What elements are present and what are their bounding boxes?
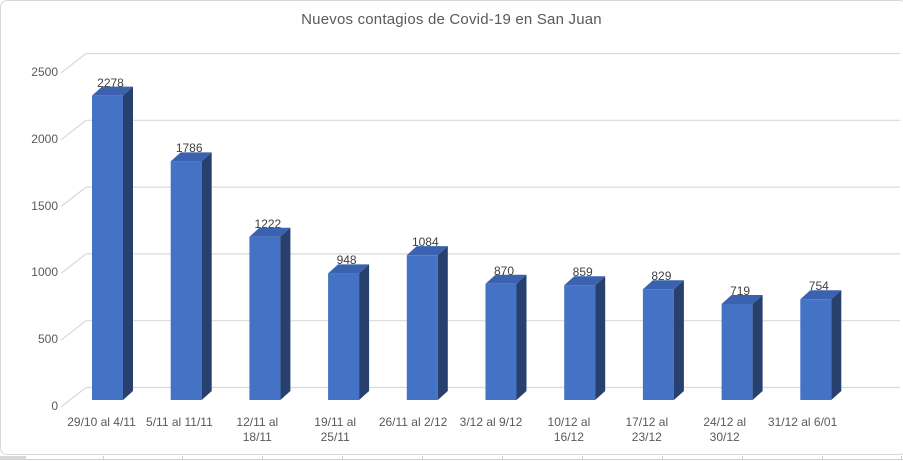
x-axis-category-label: 17/12 al 23/12 bbox=[625, 415, 669, 444]
bar-series-point[interactable] bbox=[800, 290, 842, 400]
bar-top-face bbox=[406, 246, 448, 256]
gridline-depth-connector bbox=[60, 320, 87, 341]
bar-front-face bbox=[642, 289, 674, 400]
bar-data-label: 719 bbox=[730, 283, 751, 298]
bar-side-face bbox=[201, 152, 212, 400]
bar-top-face bbox=[642, 280, 684, 290]
bar-side-face bbox=[280, 227, 291, 400]
worksheet-gridline-vertical bbox=[25, 456, 26, 460]
bar-front-face bbox=[721, 303, 753, 400]
bar-side-face bbox=[516, 274, 527, 400]
gridline-depth-connector bbox=[60, 119, 87, 141]
bar-side-face bbox=[831, 290, 842, 400]
y-axis-tick-label: 2500 bbox=[31, 65, 58, 79]
x-axis-category-label: 19/11 al 25/11 bbox=[314, 415, 357, 444]
bar-side-face bbox=[752, 294, 763, 400]
worksheet-gridline-vertical bbox=[103, 456, 104, 460]
bar-data-label: 948 bbox=[336, 253, 357, 268]
bar-data-label: 1786 bbox=[175, 141, 203, 156]
bar-series-point[interactable] bbox=[92, 86, 133, 400]
bar-front-face bbox=[406, 255, 438, 400]
worksheet-gridline-vertical bbox=[182, 456, 183, 460]
worksheet-gridline-vertical bbox=[662, 456, 663, 460]
bar-side-face bbox=[123, 86, 133, 400]
chart-title[interactable]: Nuevos contagios de Covid-19 en San Juan bbox=[301, 11, 602, 28]
bar-side-face bbox=[673, 280, 684, 400]
worksheet-gridline-vertical bbox=[262, 456, 263, 460]
x-axis-category-label: 26/11 al 2/12 bbox=[378, 415, 448, 429]
bar-top-face bbox=[328, 264, 370, 274]
bar-top-face bbox=[721, 294, 763, 304]
y-axis-tick-label: 1000 bbox=[31, 265, 58, 280]
y-axis-tick-label: 500 bbox=[37, 332, 58, 347]
bar-data-label: 1222 bbox=[254, 216, 282, 231]
bar-front-face bbox=[564, 285, 596, 400]
bar-front-face bbox=[170, 161, 202, 400]
bar-series-point[interactable] bbox=[721, 294, 763, 400]
y-axis-tick-label: 2000 bbox=[31, 131, 58, 146]
x-axis-category-label: 24/12 al 30/12 bbox=[703, 415, 747, 444]
bar-data-label: 859 bbox=[572, 265, 593, 280]
worksheet-gridline-vertical bbox=[422, 456, 423, 460]
bar-top-face bbox=[564, 276, 606, 286]
bar-series-point[interactable] bbox=[328, 264, 370, 400]
bar-front-face bbox=[92, 95, 123, 400]
worksheet-gridline-vertical bbox=[822, 456, 823, 460]
x-axis-category-label: 31/12 al 6/01 bbox=[767, 415, 838, 429]
bar-data-label: 754 bbox=[808, 279, 829, 294]
worksheet-gridline-vertical bbox=[742, 456, 743, 460]
gridline-depth-connector bbox=[60, 53, 87, 74]
worksheet-gridline-horizontal bbox=[0, 459, 903, 460]
bar-series-point[interactable] bbox=[485, 274, 527, 400]
bar-front-face bbox=[328, 273, 360, 400]
bar-front-face bbox=[485, 283, 517, 400]
x-axis-category-label: 12/11 al 18/11 bbox=[236, 415, 279, 444]
worksheet-gridline-vertical bbox=[502, 456, 503, 460]
bar-series-point[interactable] bbox=[406, 246, 448, 400]
bar-data-label: 870 bbox=[493, 263, 515, 278]
bar-data-label: 2278 bbox=[97, 75, 124, 90]
bar-front-face bbox=[800, 299, 832, 400]
worksheet-gridline-vertical bbox=[582, 456, 583, 460]
bar-series-point[interactable] bbox=[249, 227, 291, 400]
bar-top-face bbox=[485, 274, 527, 284]
worksheet-shaded-cell bbox=[0, 456, 25, 460]
bar-top-face bbox=[92, 86, 133, 96]
bar-series-point[interactable] bbox=[642, 280, 684, 400]
bar-side-face bbox=[595, 276, 606, 400]
bar-series-point[interactable] bbox=[170, 152, 212, 400]
bar-top-face bbox=[800, 290, 842, 300]
x-axis-category-label: 3/12 al 9/12 bbox=[459, 415, 523, 429]
x-axis-category-label: 29/10 al 4/11 bbox=[67, 415, 136, 429]
bar-side-face bbox=[437, 246, 448, 400]
gridline-depth-connector bbox=[60, 253, 87, 274]
x-axis-category-label: 10/12 al 16/12 bbox=[547, 415, 591, 444]
gridline-depth-connector bbox=[60, 387, 87, 408]
bar-top-face bbox=[249, 227, 291, 237]
worksheet-gridline-vertical bbox=[342, 456, 343, 460]
bar-front-face bbox=[249, 236, 281, 400]
gridline-depth-connector bbox=[60, 186, 87, 208]
bar-side-face bbox=[359, 264, 370, 400]
bar-series-point[interactable] bbox=[564, 276, 606, 400]
worksheet-gridline-vertical bbox=[901, 456, 902, 460]
x-axis-category-label: 5/11 al 11/11 bbox=[146, 415, 213, 429]
bar-data-label: 829 bbox=[651, 269, 672, 284]
y-axis-tick-label: 1500 bbox=[31, 198, 58, 213]
y-axis-tick-label: 0 bbox=[51, 399, 58, 413]
bar-data-label: 1084 bbox=[411, 235, 439, 250]
bar-top-face bbox=[170, 152, 212, 162]
